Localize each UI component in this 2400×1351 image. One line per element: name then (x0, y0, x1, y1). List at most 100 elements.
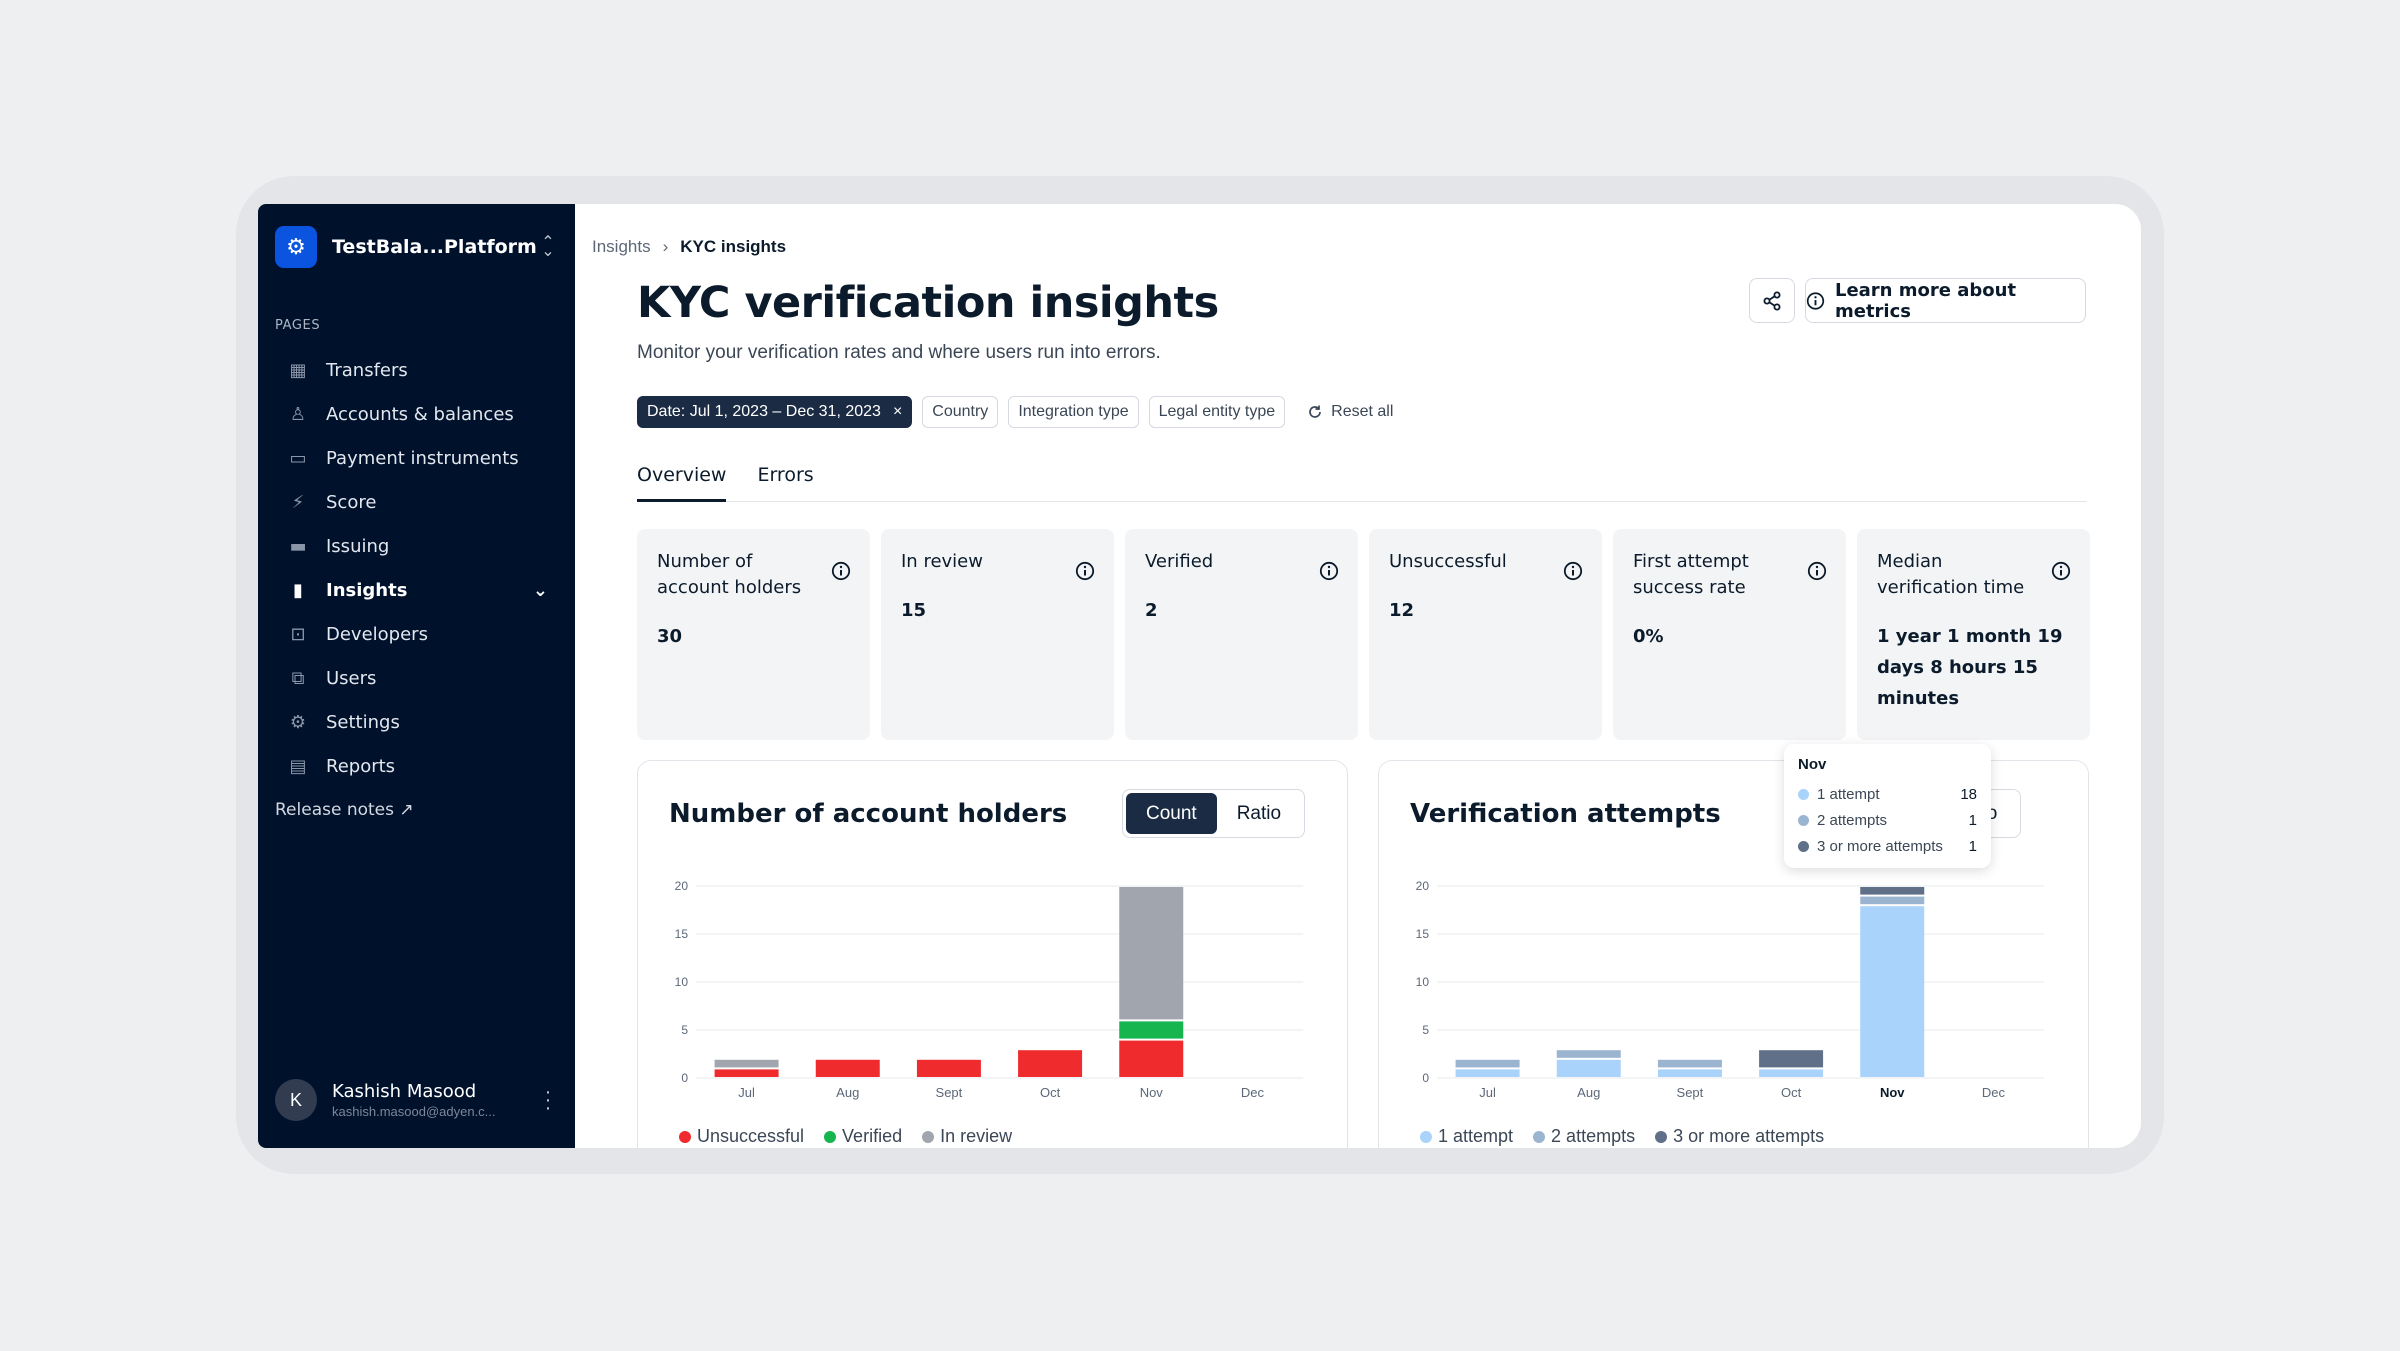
bar-segment[interactable] (714, 1069, 779, 1077)
bar-segment[interactable] (1860, 906, 1925, 1077)
more-vertical-icon[interactable]: · · · (544, 1081, 552, 1119)
sidebar-item-users[interactable]: ⧉ Users (275, 656, 558, 700)
bar-segment[interactable] (1556, 1059, 1621, 1077)
x-tick-label: Nov (1140, 1085, 1164, 1100)
bar-segment[interactable] (1759, 1050, 1824, 1068)
bar-segment[interactable] (1860, 887, 1925, 895)
chevron-down-icon[interactable]: ⌄ (532, 579, 548, 601)
users-icon: ⧉ (291, 667, 305, 689)
sidebar-item-payment-instruments[interactable]: ▭ Payment instruments (275, 436, 558, 480)
bar-segment[interactable] (714, 1059, 779, 1068)
bar-segment[interactable] (1119, 1040, 1184, 1077)
legend-item[interactable]: Unsuccessful (679, 1126, 804, 1147)
count-ratio-toggle: Count Ratio (1122, 789, 1306, 838)
info-icon[interactable] (1075, 561, 1095, 581)
legend-label: Unsuccessful (697, 1126, 805, 1146)
sidebar-item-issuing[interactable]: ▬ Issuing (275, 524, 558, 568)
stat-card: First attempt success rate 0% (1613, 529, 1846, 740)
legal-entity-type-filter[interactable]: Legal entity type (1148, 396, 1286, 428)
bar-segment[interactable] (916, 1059, 981, 1077)
tooltip-dot (1798, 840, 1809, 852)
org-switcher[interactable]: ⚙ TestBala...Platform ⌃ ⌄ (275, 224, 558, 270)
user-menu[interactable]: K Kashish Masood kashish.masood@adyen.c.… (275, 1077, 558, 1123)
bar-segment[interactable] (1759, 1069, 1824, 1077)
legend-label: 3 or more attempts (1673, 1126, 1825, 1146)
legend-item[interactable]: 1 attempt (1420, 1126, 1513, 1147)
chevron-up-down-icon: ⌃ ⌄ (541, 234, 555, 260)
verification-attempts-chart: 0 5 10 15 20 Jul Aug Sept Oct Nov Dec (1416, 879, 2044, 1100)
bar-segment[interactable] (1455, 1059, 1520, 1068)
info-icon[interactable] (1319, 561, 1339, 581)
sidebar-item-score[interactable]: ⚡ Score (275, 480, 558, 524)
breadcrumb-insights[interactable]: Insights (592, 237, 651, 256)
x-tick-label: Sept (1677, 1085, 1704, 1100)
sidebar-item-label: Issuing (326, 535, 390, 557)
avatar: K (275, 1079, 317, 1121)
reset-all-label: Reset all (1331, 403, 1394, 420)
bar-segment[interactable] (1119, 1021, 1184, 1039)
legend-dot (1420, 1131, 1432, 1143)
org-name: TestBala...Platform (332, 236, 537, 258)
date-filter-chip[interactable]: Date: Jul 1, 2023 – Dec 31, 2023 × (637, 396, 913, 428)
reset-all-button[interactable]: Reset all (1307, 403, 1393, 421)
sidebar-nav: ▦ Transfers ♙ Accounts & balances ▭ Payment i… (275, 348, 558, 788)
sidebar-item-insights[interactable]: ▮ Insights ⌄ (275, 568, 558, 612)
legend-item[interactable]: 3 or more attempts (1655, 1126, 1824, 1147)
sidebar-item-developers[interactable]: ⊡ Developers (275, 612, 558, 656)
stat-label: Verified (1145, 551, 1214, 572)
bar-segment[interactable] (1657, 1059, 1722, 1068)
pages-label: PAGES (275, 318, 321, 333)
sidebar-item-accounts-balances[interactable]: ♙ Accounts & balances (275, 392, 558, 436)
sidebar-item-settings[interactable]: ⚙ Settings (275, 700, 558, 744)
sidebar: ⚙ TestBala...Platform ⌃ ⌄ PAGES ▦ Transfer… (258, 204, 575, 1148)
legend-item[interactable]: In review (922, 1126, 1012, 1147)
tooltip-dot (1798, 788, 1809, 800)
x-tick-label: Jul (1479, 1085, 1496, 1100)
sidebar-item-transfers[interactable]: ▦ Transfers (275, 348, 558, 392)
integration-type-filter[interactable]: Integration type (1008, 396, 1139, 428)
bar-segment[interactable] (1119, 887, 1184, 1020)
info-icon[interactable] (1563, 561, 1583, 581)
legend-dot (1655, 1131, 1668, 1143)
learn-more-button[interactable]: Learn more about metrics (1805, 278, 2086, 323)
stat-label: Median verification time (1877, 551, 2025, 598)
account-holders-legend: Unsuccessful Verified In review (679, 1126, 1012, 1147)
release-notes-link[interactable]: Release notes ↗ (275, 800, 414, 820)
legend-item[interactable]: 2 attempts (1533, 1126, 1635, 1147)
info-icon[interactable] (1807, 561, 1827, 581)
stat-label: In review (901, 551, 983, 572)
x-tick-label: Dec (1241, 1085, 1265, 1100)
legend-label: In review (940, 1126, 1013, 1146)
tooltip-title: Nov (1798, 756, 1827, 773)
ratio-button[interactable]: Ratio (1236, 802, 1282, 824)
country-filter[interactable]: Country (922, 396, 999, 428)
bar-segment[interactable] (1556, 1050, 1621, 1058)
legend-dot (922, 1131, 935, 1143)
sidebar-item-label: Insights (326, 579, 408, 601)
legend-label: Verified (842, 1126, 903, 1146)
y-tick-label: 5 (1422, 1023, 1429, 1037)
bar-chart-icon: ▮ (293, 579, 303, 601)
share-button[interactable] (1749, 278, 1795, 323)
bar-segment[interactable] (815, 1059, 880, 1077)
bar-segment[interactable] (1657, 1069, 1722, 1077)
tooltip-label: 3 or more attempts (1817, 837, 1943, 855)
count-button[interactable]: Count (1126, 793, 1217, 834)
stat-value: 0% (1633, 626, 1664, 647)
share-icon (1763, 291, 1781, 310)
account-holders-card: Number of account holders Count Ratio 0 5… (637, 760, 1348, 1148)
close-icon[interactable]: × (892, 403, 903, 420)
bar-segment[interactable] (1860, 896, 1925, 905)
legend-item[interactable]: Verified (824, 1126, 902, 1147)
tooltip-value: 1 (1968, 837, 1977, 855)
info-icon[interactable] (2051, 561, 2071, 581)
stat-card: Number of account holders 30 (637, 529, 870, 740)
x-tick-label: Dec (1982, 1085, 2006, 1100)
page-subtitle: Monitor your verification rates and wher… (637, 342, 1161, 363)
bar-segment[interactable] (1018, 1050, 1083, 1077)
info-icon[interactable] (831, 561, 851, 581)
sidebar-item-reports[interactable]: ▤ Reports (275, 744, 558, 788)
tab-errors[interactable]: Errors (757, 464, 814, 486)
tab-overview[interactable]: Overview (637, 456, 727, 502)
bar-segment[interactable] (1455, 1069, 1520, 1077)
